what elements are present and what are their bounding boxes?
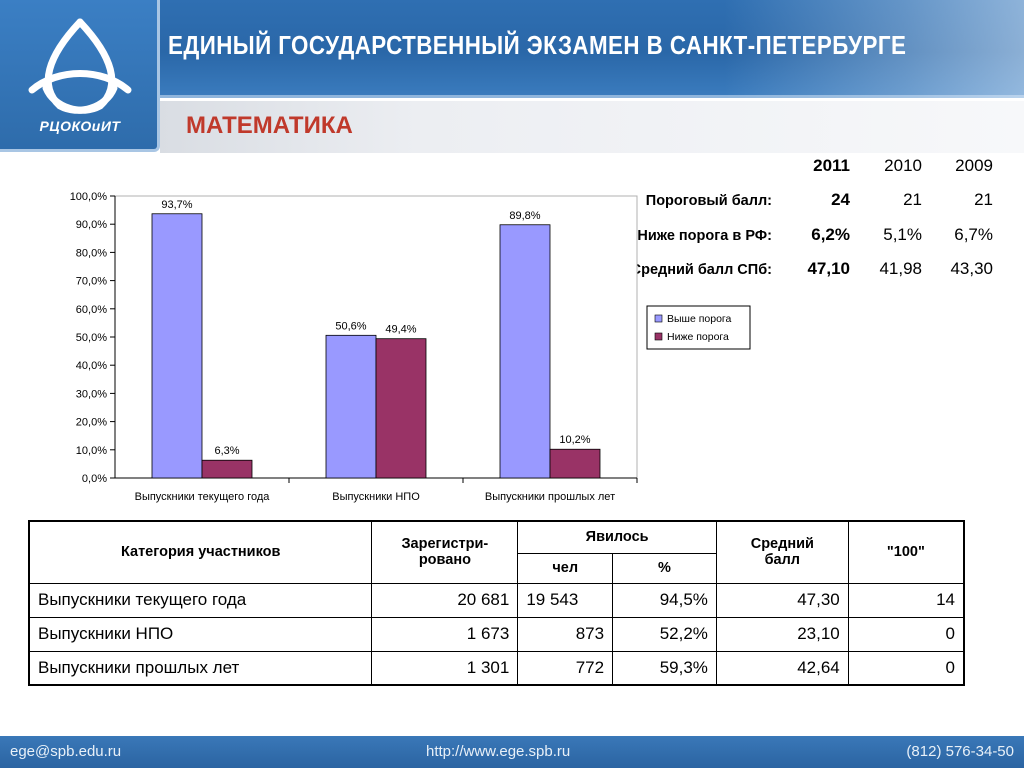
cell-avg: 47,30 [715,582,849,618]
bar [549,448,601,479]
stat-label-threshold: Пороговый балл: [645,193,772,209]
y-tick-label: 10,0% [76,445,107,457]
legend-swatch [654,314,663,323]
header-skyline-image [724,0,1024,98]
cell-percent: 52,2% [612,616,717,652]
year-2011: 2011 [813,156,850,175]
table-row: Выпускники текущего года 20 681 19 543 9… [28,582,965,618]
year-2010: 2010 [884,156,922,175]
y-tick-label: 100,0% [70,191,108,203]
stat-value: 6,2% [811,225,850,244]
legend-label: Выше порога [667,313,732,325]
y-tick-label: 20,0% [76,417,107,429]
category-label: Выпускники текущего года [135,491,271,503]
cell-hundred: 14 [847,582,965,618]
cell-percent: 94,5% [612,582,717,618]
data-label: 10,2% [559,434,590,446]
logo-panel: РЦОКОиИТ [0,0,160,152]
stat-value: 41,98 [879,259,922,278]
legend-swatch [654,332,663,341]
cell-avg: 42,64 [715,650,849,686]
cell-registered: 20 681 [371,582,519,618]
data-label: 50,6% [335,320,366,332]
header-category: Категория участников [28,520,373,584]
footer-bar: ege@spb.edu.ru http://www.ege.spb.ru (81… [0,736,1024,768]
subtitle-band [160,101,1024,153]
header-registered: Зарегистри-рованo [371,520,519,584]
stat-value: 6,7% [954,225,993,244]
cell-category: Выпускники текущего года [28,582,373,618]
footer-phone: (812) 576-34-50 [906,743,1014,760]
footer-url-link[interactable]: http://www.ege.spb.ru [426,743,571,760]
cell-registered: 1 673 [371,616,519,652]
legend-label: Ниже порога [667,331,729,343]
header-avg-text: Средний балл [750,536,814,569]
cell-registered: 1 301 [371,650,519,686]
stat-value: 21 [903,190,922,209]
header-title: ЕДИНЫЙ ГОСУДАРСТВЕННЫЙ ЭКЗАМЕН В САНКТ-П… [168,30,907,60]
y-tick-label: 50,0% [76,332,107,344]
bar [375,338,427,479]
table-row: Выпускники НПО 1 673 873 52,2% 23,10 0 [28,616,965,652]
data-label: 89,8% [509,210,540,222]
cell-people: 19 543 [517,582,614,618]
bar [151,213,203,479]
data-label: 93,7% [161,199,192,211]
stat-label-below-rf: Ниже порога в РФ: [637,228,772,244]
data-label: 6,3% [214,445,239,457]
cell-percent: 59,3% [612,650,717,686]
triquetra-icon [28,18,132,114]
table-row: Выпускники прошлых лет 1 301 772 59,3% 4… [28,650,965,686]
data-label: 49,4% [385,324,416,336]
stat-label-average: Средний балл СПб: [630,262,772,278]
header-avg: Средний балл [715,520,849,584]
y-tick-label: 0,0% [82,473,107,485]
y-tick-label: 70,0% [76,276,107,288]
footer-email-link[interactable]: ege@spb.edu.ru [10,743,122,760]
stat-value: 21 [974,190,993,209]
bar [201,459,253,479]
category-label: Выпускники НПО [332,491,420,503]
subject-title: МАТЕМАТИКА [186,112,353,139]
y-tick-label: 60,0% [76,304,107,316]
y-tick-label: 30,0% [76,388,107,400]
results-table: Категория участников Зарегистри-рованo Я… [28,520,965,686]
cell-hundred: 0 [847,650,965,686]
stat-value: 5,1% [883,225,922,244]
legend-box [646,305,751,350]
cell-people: 772 [517,650,614,686]
y-tick-label: 90,0% [76,219,107,231]
stat-value: 47,10 [807,259,850,278]
header-banner: ЕДИНЫЙ ГОСУДАРСТВЕННЫЙ ЭКЗАМЕН В САНКТ-П… [0,0,1024,98]
bar-chart: 0,0% 10,0% 20,0% 30,0% 40,0% 50,0% 60,0% 70,0% 8… [70,191,751,503]
cell-category: Выпускники прошлых лет [28,650,373,686]
cell-people: 873 [517,616,614,652]
cell-category: Выпускники НПО [28,616,373,652]
header-people: чел [517,552,614,584]
header-registered-text: Зарегистри-рованo [401,536,489,569]
header-percent: % [612,552,717,584]
header-hundred: "100" [847,520,965,584]
y-tick-label: 80,0% [76,247,107,259]
stat-value: 24 [831,190,850,209]
cell-hundred: 0 [847,616,965,652]
y-tick-label: 40,0% [76,360,107,372]
stat-value: 43,30 [950,259,993,278]
bar [499,224,551,479]
logo-text: РЦОКОиИТ [39,118,121,134]
bar [325,334,377,479]
category-label: Выпускники прошлых лет [485,491,615,503]
header-attended: Явилось [517,520,717,554]
year-2009: 2009 [955,156,993,175]
cell-avg: 23,10 [715,616,849,652]
